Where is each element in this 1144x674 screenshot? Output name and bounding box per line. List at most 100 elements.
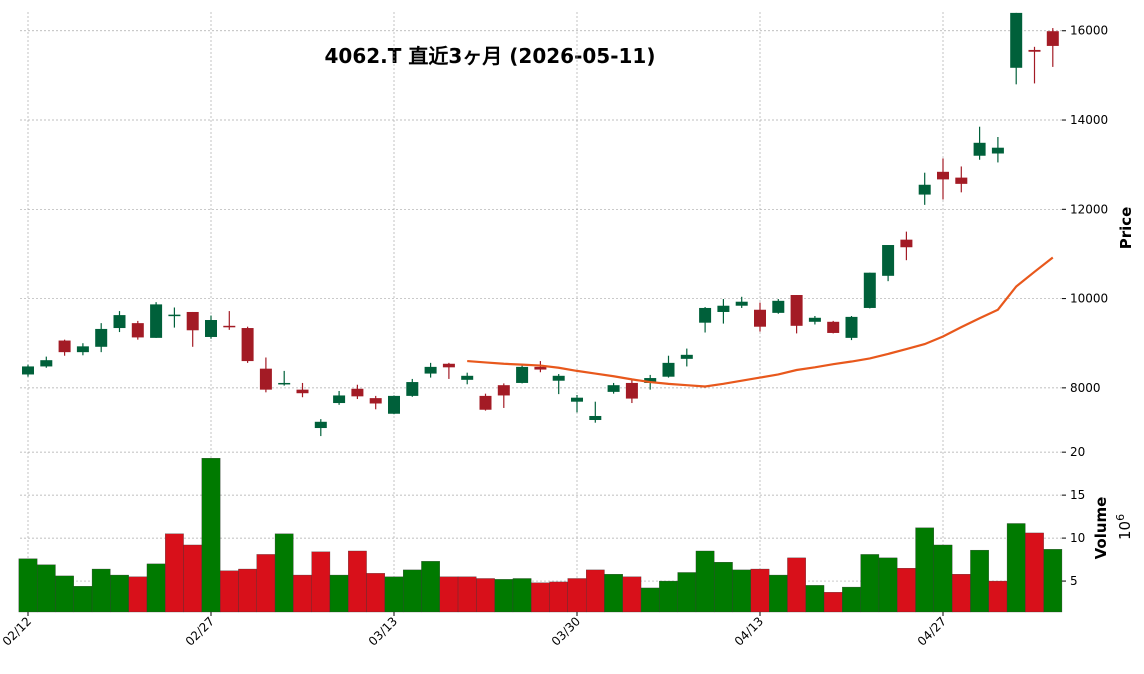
x-tick-label: 02/12 — [0, 614, 34, 648]
candle-body — [827, 321, 840, 333]
volume-bar — [421, 561, 440, 613]
volume-bar — [952, 574, 971, 613]
candle-body — [1046, 31, 1059, 46]
volume-bar — [567, 578, 587, 613]
volume-bar — [915, 527, 934, 613]
x-tick-label: 04/27 — [915, 614, 949, 648]
candle-body — [571, 397, 583, 402]
candle-body — [1010, 12, 1023, 68]
candle-body — [625, 382, 638, 399]
volume-bar — [384, 576, 404, 613]
y-tick-label: 10 — [1070, 531, 1085, 545]
volume-bar — [714, 562, 733, 613]
candle-body — [680, 354, 693, 359]
candle-body — [58, 340, 71, 353]
volume-bar — [805, 585, 825, 613]
y-tick-label: 20 — [1070, 445, 1085, 459]
y-tick-label: 5 — [1070, 574, 1078, 588]
candle-body — [113, 315, 126, 329]
volume-bar — [183, 544, 203, 613]
volume-bar — [274, 533, 294, 613]
volume-bar — [439, 576, 459, 613]
volume-bar — [750, 568, 770, 613]
candle-body — [333, 395, 346, 404]
x-tick-label: 02/27 — [183, 614, 217, 648]
volume-bar — [897, 568, 916, 613]
volume-bar — [55, 575, 74, 613]
candle-body — [644, 378, 657, 383]
volume-bar — [293, 574, 312, 613]
candle-body — [699, 307, 712, 323]
volume-bar — [769, 574, 788, 613]
candle-body — [22, 366, 34, 375]
candle-body — [296, 389, 309, 394]
y-axis-label: Price — [1117, 207, 1135, 250]
candle-body — [918, 184, 931, 195]
volume-bar — [549, 581, 568, 613]
candle-body — [607, 385, 620, 392]
volume-bar — [219, 570, 239, 613]
candle-body — [388, 395, 400, 414]
y-axis-label: Volume — [1092, 497, 1110, 560]
candle-body — [131, 323, 144, 338]
candle-body — [534, 366, 547, 370]
candle-body — [754, 309, 766, 327]
volume-bar — [677, 572, 697, 613]
candle-body — [790, 295, 803, 326]
volume-bar — [366, 573, 385, 613]
volume-bar — [256, 554, 276, 613]
candle-body — [351, 388, 364, 397]
volume-bar — [238, 568, 257, 613]
volume-bar — [988, 580, 1008, 613]
volume-bar — [476, 578, 495, 613]
volume-bar — [1006, 523, 1026, 613]
y-tick-label: 15 — [1070, 488, 1085, 502]
volume-bar — [1043, 549, 1063, 613]
y-tick-label: 10000 — [1070, 292, 1108, 306]
candle-body — [150, 304, 163, 338]
candle-body — [278, 382, 291, 385]
volume-bar — [933, 544, 953, 613]
candle-body — [900, 239, 913, 248]
volume-bar — [37, 564, 56, 613]
offset-base: 10 — [1116, 521, 1134, 540]
volume-bar — [165, 533, 184, 613]
candle-body — [479, 395, 492, 410]
y-tick-label: 12000 — [1070, 202, 1108, 216]
volume-bar — [695, 550, 715, 613]
candle-body — [735, 301, 748, 306]
volume-bar — [512, 578, 532, 613]
candle-body — [424, 366, 437, 374]
candle-body — [369, 398, 382, 404]
candle-body — [241, 328, 254, 362]
volume-bar — [146, 563, 166, 613]
candle-body — [882, 245, 895, 276]
candle-body — [937, 171, 949, 180]
candle-body — [186, 311, 199, 331]
volume-bar — [128, 576, 148, 613]
candle-body — [589, 415, 602, 421]
volume-bar — [402, 569, 422, 613]
candle-body — [955, 177, 968, 184]
volume-bar — [73, 586, 93, 613]
volume-bar — [201, 458, 221, 613]
candle-body — [662, 362, 675, 377]
candle-body — [168, 314, 181, 317]
volume-bar — [531, 582, 550, 613]
volume-bar — [604, 574, 623, 613]
volume-bar — [457, 576, 477, 613]
x-tick-label: 03/13 — [366, 614, 400, 648]
candle-body — [772, 300, 785, 313]
candle-body — [95, 328, 108, 347]
candle-body — [991, 147, 1004, 154]
volume-bar — [640, 587, 660, 613]
volume-bar — [970, 549, 989, 613]
candle-body — [259, 368, 272, 390]
moving-average — [467, 256, 1054, 388]
volume-bar — [91, 568, 111, 613]
y-tick-label: 8000 — [1070, 381, 1101, 395]
volume-bar — [622, 576, 642, 613]
volume-bar — [311, 551, 331, 613]
candle-body — [973, 142, 986, 156]
candle-body — [406, 382, 419, 396]
